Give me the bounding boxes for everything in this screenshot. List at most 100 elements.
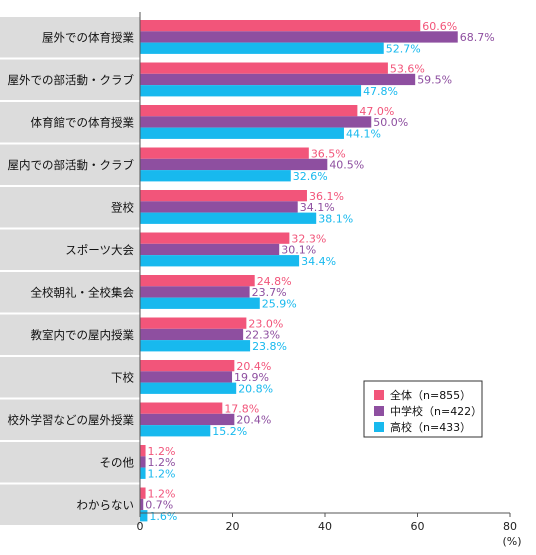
category-band — [0, 229, 140, 270]
data-label: 25.9% — [262, 297, 297, 310]
category-label: 屋外での部活動・クラブ — [8, 73, 135, 87]
x-tick-label: 20 — [226, 520, 240, 533]
bar — [140, 73, 416, 86]
legend-label: 全体（n=855） — [390, 388, 471, 402]
data-label: 22.3% — [245, 329, 280, 342]
data-label: 47.8% — [363, 85, 398, 98]
category-band — [0, 187, 140, 228]
data-label: 40.5% — [329, 159, 364, 172]
category-band — [0, 144, 140, 185]
category-label: 全校朝礼・全校集会 — [31, 285, 135, 299]
bar — [140, 201, 298, 213]
category-band — [0, 17, 140, 58]
data-label: 32.3% — [291, 232, 326, 245]
bar — [140, 498, 144, 511]
bar — [140, 328, 244, 341]
category-label: 登校 — [111, 200, 134, 214]
category-label: その他 — [100, 455, 135, 469]
bar — [140, 85, 362, 97]
bar — [140, 275, 255, 287]
bar — [140, 382, 237, 394]
data-label: 34.1% — [300, 201, 335, 214]
data-label: 1.2% — [148, 467, 176, 480]
data-label: 1.6% — [149, 510, 177, 523]
bar — [140, 413, 235, 426]
bar — [140, 105, 358, 117]
data-label: 20.8% — [238, 382, 273, 395]
bar — [140, 317, 247, 329]
x-tick-label: 0 — [137, 520, 144, 533]
category-band — [0, 59, 140, 100]
category-label: スポーツ大会 — [65, 243, 134, 257]
legend-swatch — [374, 422, 384, 432]
bar — [140, 42, 384, 54]
data-label: 1.2% — [148, 456, 176, 469]
bar — [140, 297, 260, 309]
data-label: 36.5% — [311, 147, 346, 160]
category-band — [0, 314, 140, 355]
legend-swatch — [374, 406, 384, 416]
category-band — [0, 484, 140, 525]
category-label: 教室内での屋内授業 — [31, 328, 135, 342]
category-band — [0, 102, 140, 143]
bar — [140, 456, 146, 468]
bar — [140, 402, 223, 414]
data-label: 23.8% — [252, 340, 287, 353]
x-tick-label: 40 — [318, 520, 332, 533]
bar — [140, 190, 307, 202]
category-label: 下校 — [111, 370, 134, 384]
data-label: 47.0% — [359, 105, 394, 118]
legend-label: 中学校（n=422） — [390, 404, 482, 418]
data-label: 34.4% — [301, 255, 336, 268]
bar — [140, 360, 235, 372]
bar — [140, 232, 290, 244]
category-label: 体育館での体育授業 — [31, 115, 135, 129]
data-label: 1.2% — [148, 445, 176, 458]
data-label: 52.7% — [386, 42, 421, 55]
data-label: 19.9% — [234, 371, 269, 384]
category-label: わからない — [77, 498, 135, 512]
bar — [140, 510, 148, 522]
bar — [140, 127, 344, 139]
category-band — [0, 399, 140, 440]
x-tick-label: 60 — [411, 520, 425, 533]
bar — [140, 371, 233, 383]
legend-swatch — [374, 390, 384, 400]
legend-label: 高校（n=433） — [390, 420, 471, 434]
data-label: 38.1% — [318, 212, 353, 225]
bar — [140, 158, 328, 171]
data-label: 1.2% — [148, 487, 176, 500]
data-label: 53.6% — [390, 62, 425, 75]
category-band — [0, 357, 140, 398]
data-label: 24.8% — [257, 275, 292, 288]
bar — [140, 116, 372, 128]
bar — [140, 212, 317, 224]
category-label: 校外学習などの屋外授業 — [8, 413, 135, 427]
data-label: 15.2% — [212, 425, 247, 438]
bar — [140, 340, 251, 352]
data-label: 59.5% — [417, 74, 452, 87]
data-label: 0.7% — [145, 499, 173, 512]
data-label: 23.0% — [248, 317, 283, 330]
data-label: 30.1% — [281, 244, 316, 257]
data-label: 20.4% — [236, 414, 271, 427]
bar — [140, 147, 309, 159]
bar — [140, 243, 280, 256]
data-label: 20.4% — [236, 360, 271, 373]
data-label: 44.1% — [346, 127, 381, 140]
data-label: 32.6% — [293, 170, 328, 183]
bar — [140, 20, 421, 32]
bar — [140, 255, 300, 267]
bar — [140, 31, 458, 43]
category-label: 屋外での体育授業 — [42, 30, 134, 44]
category-label: 屋内での部活動・クラブ — [8, 158, 135, 172]
data-label: 17.8% — [224, 402, 259, 415]
data-label: 36.1% — [309, 190, 344, 203]
bar — [140, 487, 146, 499]
data-label: 50.0% — [373, 116, 408, 129]
x-unit-label: (%) — [502, 535, 521, 548]
data-label: 23.7% — [252, 286, 287, 299]
bar — [140, 425, 211, 437]
bar — [140, 286, 250, 298]
